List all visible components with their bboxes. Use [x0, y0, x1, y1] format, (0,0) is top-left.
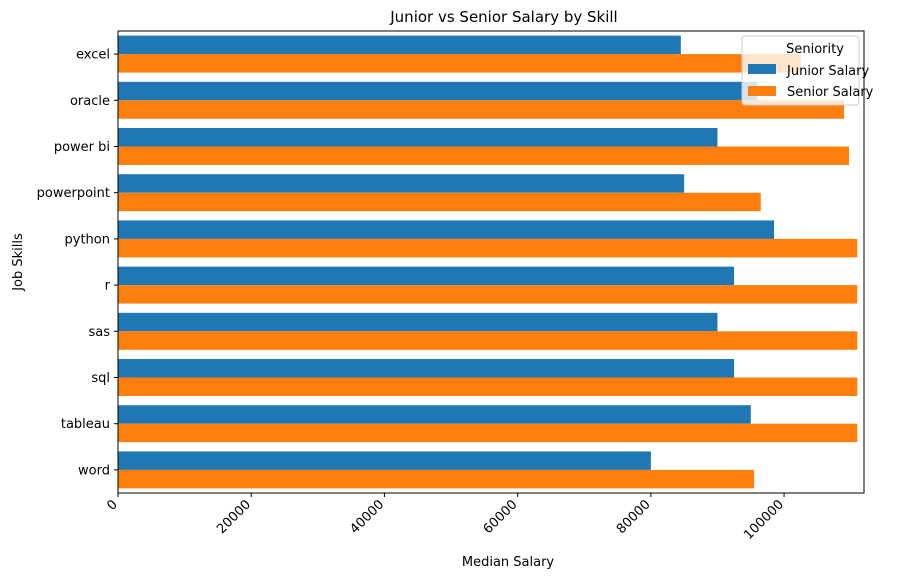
y-tick-label: sas [88, 325, 110, 340]
x-axis: 0 20000 40000 60000 80000 100000 [104, 493, 787, 543]
bar-senior-python [118, 238, 858, 258]
y-tick-label: tableau [61, 417, 110, 432]
bar-junior-powerpoint [118, 174, 685, 193]
x-tick-label: 20000 [214, 497, 254, 537]
legend-swatch-junior [748, 64, 776, 74]
bar-senior-sas [118, 331, 858, 350]
bar-senior-word [118, 469, 755, 489]
bar-senior-excel [118, 54, 801, 73]
y-tick-label: sql [91, 371, 110, 386]
legend-label-senior: Senior Salary [787, 85, 874, 100]
legend-label-junior: Junior Salary [786, 64, 869, 79]
bar-junior-oracle [118, 81, 758, 101]
bar-junior-python [118, 220, 775, 239]
y-tick-label: word [78, 463, 110, 478]
x-tick-label: 0 [104, 497, 120, 513]
bar-senior-oracle [118, 100, 845, 119]
x-axis-label: Median Salary [462, 555, 555, 570]
legend-title: Seniority [786, 42, 844, 57]
y-axis-label: Job Skills [11, 233, 26, 292]
bar-junior-tableau [118, 405, 751, 424]
bars-layer [118, 35, 858, 489]
bar-junior-power-bi [118, 128, 718, 147]
bar-junior-r [118, 266, 735, 286]
bar-senior-tableau [118, 423, 858, 443]
bar-senior-r [118, 285, 858, 304]
legend-swatch-senior [748, 86, 776, 96]
legend: Seniority Junior Salary Senior Salary [741, 35, 874, 106]
y-tick-label: python [65, 232, 110, 247]
x-tick-label: 60000 [481, 497, 521, 537]
plot-frame [117, 30, 865, 494]
bar-senior-powerpoint [118, 192, 761, 212]
chart-title: Junior vs Senior Salary by Skill [389, 8, 617, 26]
x-tick-label: 80000 [614, 497, 654, 537]
bar-senior-power-bi [118, 146, 850, 165]
bar-junior-sas [118, 312, 718, 332]
bar-senior-sql [118, 377, 858, 396]
bar-junior-excel [118, 35, 681, 55]
y-tick-label: oracle [70, 94, 110, 109]
bar-junior-sql [118, 359, 735, 378]
y-tick-label: powerpoint [37, 186, 110, 201]
x-tick-label: 40000 [347, 497, 387, 537]
y-tick-label: r [105, 279, 111, 294]
bar-junior-word [118, 451, 651, 470]
y-tick-label: excel [76, 48, 110, 63]
y-tick-label: power bi [54, 140, 110, 155]
y-axis: excel oracle power bi powerpoint python r sas s… [37, 48, 118, 478]
x-tick-label: 100000 [741, 497, 787, 543]
